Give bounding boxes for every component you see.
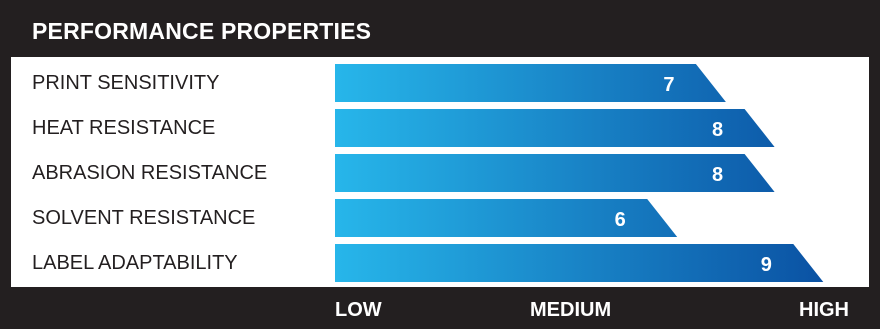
bar-value-abrasion-resistance: 8 <box>712 164 724 186</box>
bar-value-solvent-resistance: 6 <box>614 209 626 231</box>
bar-solvent-resistance <box>335 199 678 237</box>
bar-label-adaptability <box>335 244 824 282</box>
scale-footer: LOW MEDIUM HIGH <box>0 287 880 329</box>
scale-label-low: LOW <box>335 299 382 321</box>
bar-value-label-adaptability: 9 <box>760 254 772 276</box>
bar-value-heat-resistance: 8 <box>712 119 724 141</box>
row-label-abrasion-resistance: ABRASION RESISTANCE <box>32 162 268 184</box>
bar-value-print-sensitivity: 7 <box>663 74 675 96</box>
row-label-print-sensitivity: PRINT SENSITIVITY <box>32 72 220 94</box>
chart-body: PRINT SENSITIVITY HEAT RESISTANCE ABRASION… <box>11 57 869 287</box>
scale-label-medium: MEDIUM <box>530 299 612 321</box>
row-label-label-adaptability: LABEL ADAPTABILITY <box>32 252 238 274</box>
bar-print-sensitivity <box>335 64 726 102</box>
scale-label-high: HIGH <box>799 299 849 321</box>
bar-heat-resistance <box>335 109 775 147</box>
row-label-heat-resistance: HEAT RESISTANCE <box>32 117 216 139</box>
row-label-solvent-resistance: SOLVENT RESISTANCE <box>32 207 256 229</box>
bar-abrasion-resistance <box>335 154 775 192</box>
bars-canvas <box>335 64 824 282</box>
chart-title: PERFORMANCE PROPERTIES <box>32 18 372 44</box>
panel-header: PERFORMANCE PROPERTIES <box>0 0 880 57</box>
